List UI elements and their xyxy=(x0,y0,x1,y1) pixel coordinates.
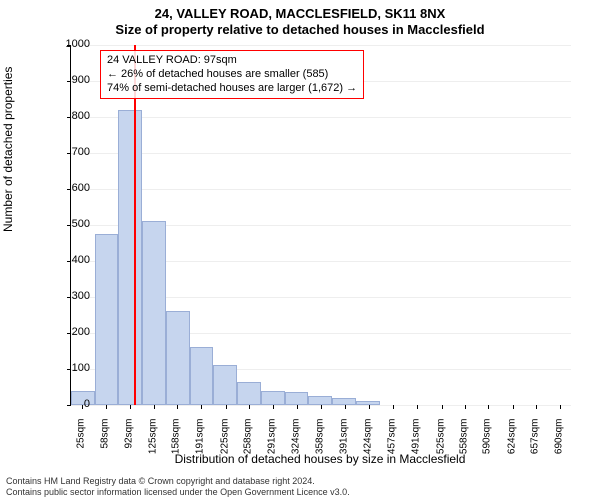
gridline xyxy=(71,189,571,190)
x-tick-mark xyxy=(345,405,346,409)
histogram-bar xyxy=(166,311,190,405)
footer-line-1: Contains HM Land Registry data © Crown c… xyxy=(6,476,350,487)
y-tick-label: 600 xyxy=(50,182,90,194)
x-tick-mark xyxy=(201,405,202,409)
info-box-line: 24 VALLEY ROAD: 97sqm xyxy=(107,54,357,68)
x-tick-mark xyxy=(465,405,466,409)
info-box-line: ← 26% of detached houses are smaller (58… xyxy=(107,68,357,82)
x-tick-mark xyxy=(536,405,537,409)
x-tick-mark xyxy=(226,405,227,409)
x-tick-label: 225sqm xyxy=(219,419,230,469)
info-box-line: 74% of semi-detached houses are larger (… xyxy=(107,82,357,96)
x-tick-mark xyxy=(442,405,443,409)
y-tick-label: 400 xyxy=(50,254,90,266)
x-tick-mark xyxy=(369,405,370,409)
x-tick-mark xyxy=(297,405,298,409)
histogram-bar xyxy=(118,110,142,405)
y-tick-label: 200 xyxy=(50,326,90,338)
y-tick-label: 1000 xyxy=(50,38,90,50)
histogram-bar xyxy=(332,398,356,405)
x-tick-label: 58sqm xyxy=(99,419,110,469)
x-tick-label: 624sqm xyxy=(506,419,517,469)
histogram-bar xyxy=(308,396,332,405)
x-tick-label: 358sqm xyxy=(315,419,326,469)
x-tick-mark xyxy=(249,405,250,409)
x-tick-label: 491sqm xyxy=(411,419,422,469)
x-tick-label: 424sqm xyxy=(362,419,373,469)
x-tick-label: 590sqm xyxy=(482,419,493,469)
title-line-1: 24, VALLEY ROAD, MACCLESFIELD, SK11 8NX xyxy=(0,6,600,21)
x-tick-label: 158sqm xyxy=(171,419,182,469)
y-tick-label: 100 xyxy=(50,362,90,374)
x-tick-label: 657sqm xyxy=(530,419,541,469)
y-tick-label: 500 xyxy=(50,218,90,230)
x-tick-mark xyxy=(273,405,274,409)
x-tick-label: 125sqm xyxy=(147,419,158,469)
x-tick-mark xyxy=(488,405,489,409)
x-tick-label: 324sqm xyxy=(290,419,301,469)
x-tick-mark xyxy=(130,405,131,409)
x-tick-label: 690sqm xyxy=(554,419,565,469)
x-tick-mark xyxy=(321,405,322,409)
x-tick-mark xyxy=(393,405,394,409)
histogram-bar xyxy=(356,401,380,405)
x-tick-label: 558sqm xyxy=(459,419,470,469)
footer-line-2: Contains public sector information licen… xyxy=(6,487,350,498)
x-tick-label: 391sqm xyxy=(339,419,350,469)
attribution-footer: Contains HM Land Registry data © Crown c… xyxy=(6,476,350,498)
histogram-bar xyxy=(237,382,261,405)
histogram-bar xyxy=(285,392,309,405)
gridline xyxy=(71,117,571,118)
x-tick-mark xyxy=(154,405,155,409)
histogram-bar xyxy=(95,234,119,405)
x-tick-mark xyxy=(417,405,418,409)
x-tick-mark xyxy=(560,405,561,409)
histogram-bar xyxy=(142,221,166,405)
x-tick-label: 291sqm xyxy=(267,419,278,469)
x-tick-mark xyxy=(513,405,514,409)
y-axis-label: Number of detached properties xyxy=(1,67,15,232)
histogram-bar xyxy=(213,365,237,405)
x-tick-label: 191sqm xyxy=(195,419,206,469)
x-tick-label: 525sqm xyxy=(435,419,446,469)
gridline xyxy=(71,153,571,154)
x-tick-mark xyxy=(177,405,178,409)
y-tick-label: 300 xyxy=(50,290,90,302)
x-tick-label: 92sqm xyxy=(123,419,134,469)
histogram-bar xyxy=(190,347,214,405)
x-tick-mark xyxy=(106,405,107,409)
y-tick-label: 0 xyxy=(50,398,90,410)
y-tick-label: 800 xyxy=(50,110,90,122)
histogram-bar xyxy=(261,391,285,405)
x-tick-label: 25sqm xyxy=(75,419,86,469)
y-tick-label: 700 xyxy=(50,146,90,158)
gridline xyxy=(71,45,571,46)
property-info-box: 24 VALLEY ROAD: 97sqm← 26% of detached h… xyxy=(100,50,364,99)
title-line-2: Size of property relative to detached ho… xyxy=(0,22,600,37)
y-tick-label: 900 xyxy=(50,74,90,86)
x-tick-label: 457sqm xyxy=(386,419,397,469)
x-tick-label: 258sqm xyxy=(243,419,254,469)
